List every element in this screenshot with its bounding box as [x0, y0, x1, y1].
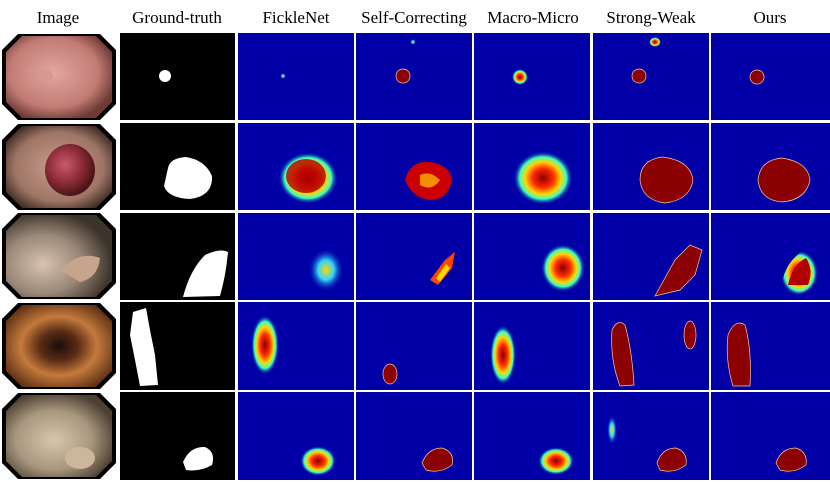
macro-micro-heatmap-5: [474, 392, 590, 480]
strong-weak-heatmap-2: [593, 123, 709, 210]
ours-heatmap-3: [711, 213, 830, 300]
ground-truth-mask-1: [120, 33, 235, 120]
col-header-macro-micro: Macro-Micro: [487, 8, 579, 27]
macro-micro-heatmap-2: [474, 123, 590, 210]
grid-lines: [0, 120, 830, 392]
macro-micro-heatmap-4: [474, 302, 590, 390]
ground-truth-mask-2: [120, 123, 235, 210]
ours-heatmap-1: [711, 33, 830, 120]
row-3: [2, 213, 830, 300]
column-headers: Image Ground-truth FickleNet Self-Correc…: [37, 8, 787, 27]
strong-weak-heatmap-3: [593, 213, 709, 300]
endoscopy-image-4: [2, 303, 116, 389]
endoscopy-image-5: [2, 393, 116, 479]
self-correcting-heatmap-4: [356, 302, 472, 390]
macro-micro-heatmap-3: [474, 213, 590, 300]
strong-weak-heatmap-4: [593, 302, 709, 390]
self-correcting-heatmap-1: [356, 33, 472, 120]
ficklenet-heatmap-4: [238, 302, 354, 390]
ficklenet-heatmap-3: [238, 213, 354, 300]
ground-truth-mask-4: [120, 302, 235, 390]
ground-truth-mask-5: [120, 392, 235, 480]
self-correcting-heatmap-5: [356, 392, 472, 480]
col-header-strong-weak: Strong-Weak: [606, 8, 696, 27]
ficklenet-heatmap-5: [238, 392, 354, 480]
col-header-ground-truth: Ground-truth: [132, 8, 222, 27]
row-4: [2, 302, 830, 390]
ours-heatmap-5: [711, 392, 830, 480]
strong-weak-heatmap-1: [593, 33, 709, 120]
endoscopy-image-3: [2, 213, 116, 299]
ours-heatmap-2: [711, 123, 830, 210]
strong-weak-heatmap-5: [593, 392, 709, 480]
ficklenet-heatmap-2: [238, 123, 354, 210]
ours-heatmap-4: [711, 302, 830, 390]
row-5: [2, 392, 830, 480]
col-header-ficklenet: FickleNet: [262, 8, 329, 27]
col-header-image: Image: [37, 8, 79, 27]
ficklenet-heatmap-1: [238, 33, 354, 120]
row-1: [2, 33, 830, 120]
col-header-self-correcting: Self-Correcting: [361, 8, 467, 27]
self-correcting-heatmap-2: [356, 123, 472, 210]
self-correcting-heatmap-3: [356, 213, 472, 300]
endoscopy-image-2: [2, 124, 116, 210]
endoscopy-image-1: [2, 34, 116, 120]
row-2: [2, 123, 830, 210]
macro-micro-heatmap-1: [474, 33, 590, 120]
ground-truth-mask-3: [120, 213, 235, 300]
col-header-ours: Ours: [753, 8, 786, 27]
